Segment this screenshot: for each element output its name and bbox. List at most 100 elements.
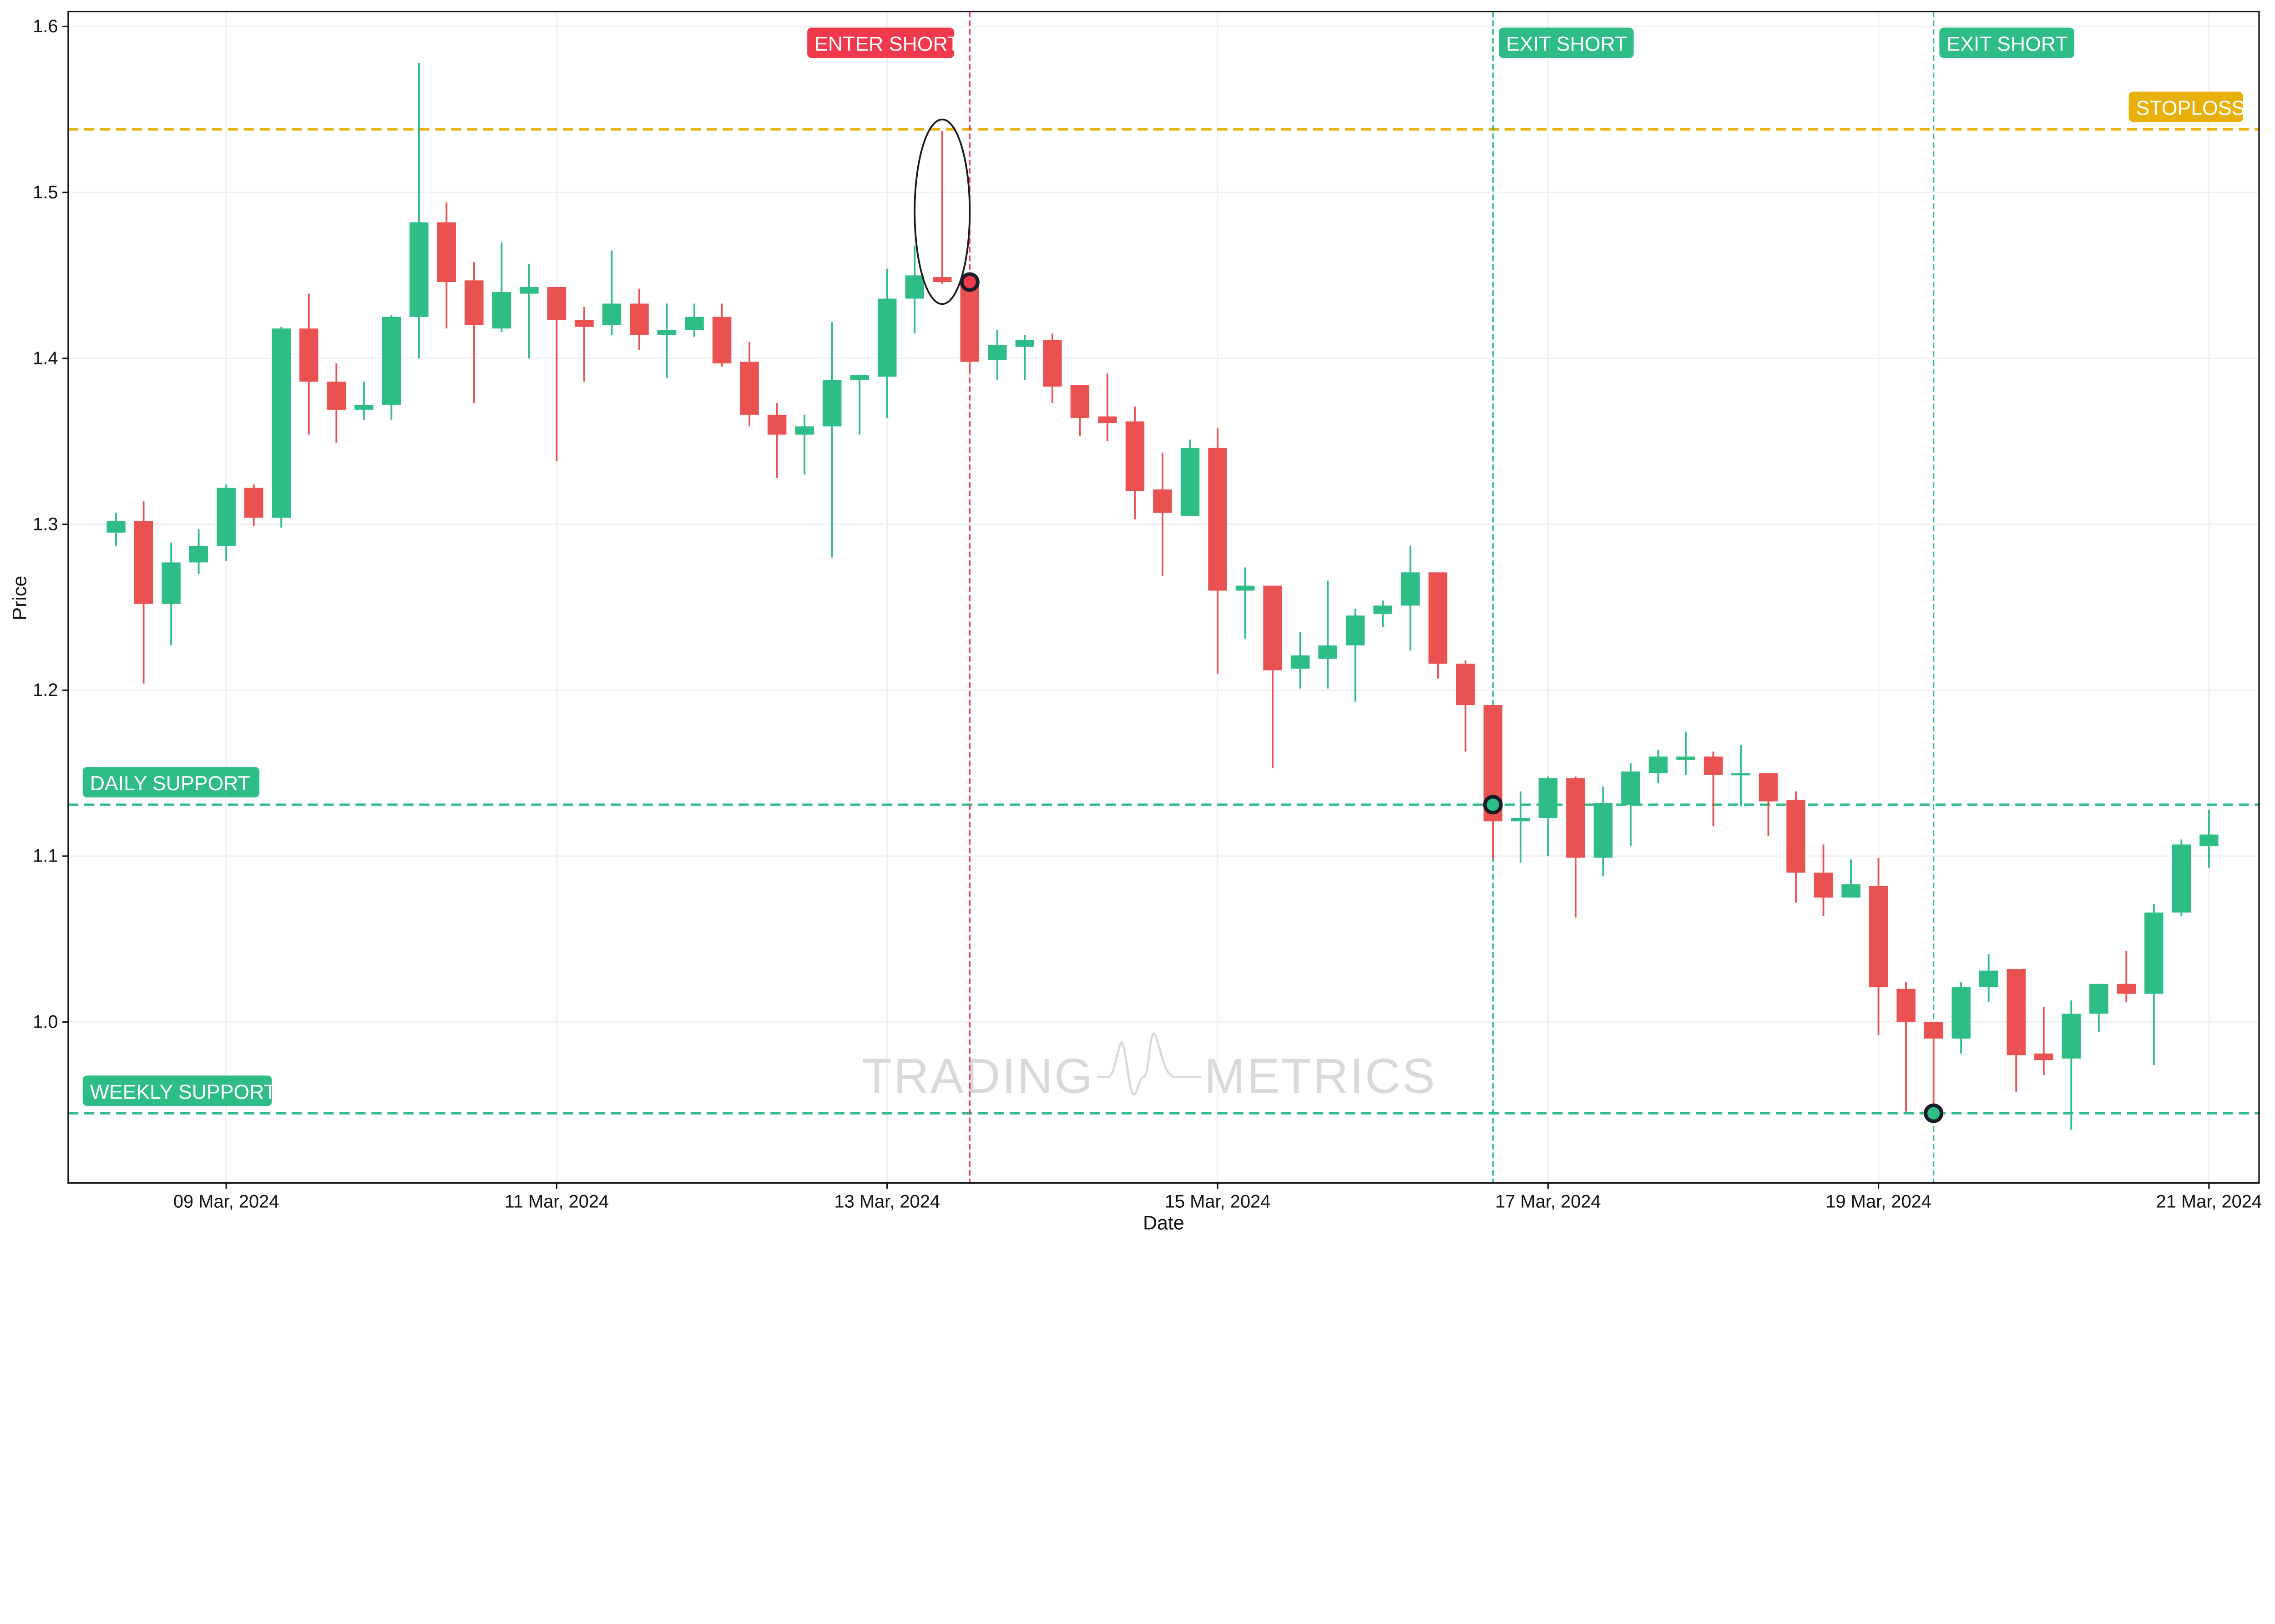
candle-body (1373, 605, 1392, 614)
candle-body (299, 328, 318, 382)
signal-label-box (1939, 27, 2074, 58)
candle-body (1979, 970, 1998, 988)
candle-body (795, 426, 814, 435)
hline-label: DAILY SUPPORT (90, 772, 250, 795)
candle-body (1648, 757, 1668, 773)
candle-body (354, 404, 374, 410)
candle-up (2062, 1000, 2081, 1130)
x-tick-label: 09 Mar, 2024 (173, 1192, 279, 1212)
x-tick-label: 13 Mar, 2024 (834, 1192, 940, 1212)
candle-body (933, 277, 952, 282)
candle-body (1759, 773, 1778, 802)
candle-body (2089, 983, 2108, 1014)
axes: 09 Mar, 2024 11 Mar, 2024 13 Mar, 2024 15 M… (33, 16, 2262, 1212)
candle-up (1180, 439, 1200, 516)
candle-body (189, 545, 208, 563)
candle-down (712, 303, 732, 367)
x-tick-label: 15 Mar, 2024 (1165, 1192, 1271, 1212)
candle-up (1731, 745, 1750, 807)
candle-up (2199, 809, 2219, 868)
x-tick-label: 19 Mar, 2024 (1825, 1192, 1931, 1212)
candle-body (1841, 884, 1860, 898)
candle-body (1786, 799, 1805, 873)
x-tick-label: 21 Mar, 2024 (2156, 1192, 2262, 1212)
candle-body (905, 275, 924, 299)
y-tick-label: 1.3 (33, 514, 58, 534)
candle-down (767, 403, 787, 478)
candle-body (575, 320, 594, 327)
candle-down (1098, 373, 1117, 442)
candle-down (134, 501, 153, 684)
candle-body (2199, 834, 2219, 847)
candle-up (1290, 632, 1310, 689)
signal-label: EXIT SHORT (1946, 33, 2068, 55)
candle-up (1345, 609, 1365, 702)
candle-body (1153, 489, 1172, 513)
candle-body (410, 222, 429, 317)
candle-down (1208, 428, 1227, 674)
annotations (914, 118, 1944, 1123)
x-tick-label: 11 Mar, 2024 (505, 1192, 609, 1212)
candle-body (1180, 448, 1200, 516)
candle-up (795, 414, 814, 475)
candle-down (1153, 453, 1172, 576)
candle-down (437, 202, 456, 329)
candle-up (1318, 580, 1337, 689)
candle-up (272, 327, 291, 528)
signal-marker (1924, 1103, 1944, 1123)
candle-body (2117, 983, 2136, 994)
signal-label-box (1499, 27, 1634, 58)
candle-body (1070, 385, 1090, 419)
x-tick-label: 17 Mar, 2024 (1495, 1192, 1601, 1212)
candle-body (1263, 585, 1282, 671)
candle-body (878, 298, 897, 377)
candle-up (1400, 545, 1420, 651)
candle-body (1318, 645, 1337, 659)
candle-body (1456, 663, 1475, 706)
candle-body (630, 303, 649, 335)
candle-down (1786, 791, 1805, 903)
candle-up (685, 303, 704, 337)
candle-body (1593, 803, 1613, 858)
candle-up (602, 250, 622, 335)
x-axis-label: Date (1143, 1212, 1184, 1234)
candle-up (1841, 859, 1860, 898)
candle-down (960, 282, 980, 373)
candle-up (988, 330, 1007, 380)
plot-frame (67, 10, 2260, 1184)
candlestick-chart: TRADING METRICS STOPLOSS DAILY SUPPORT WEE… (9, 10, 2262, 1234)
signal-label: EXIT SHORT (1506, 33, 1627, 55)
candle-down (547, 287, 566, 461)
candle-down (740, 342, 759, 427)
candle-up (1676, 731, 1695, 775)
candle-body (740, 362, 759, 415)
candle-body (217, 488, 236, 546)
watermark: TRADING METRICS (862, 1032, 1435, 1104)
candle-up (1511, 791, 1530, 863)
hline-label: WEEKLY SUPPORT (90, 1081, 276, 1103)
candle-down (1814, 844, 1833, 916)
candle-body (1951, 987, 1971, 1039)
signal-label-box (807, 27, 955, 58)
candle-down (1428, 572, 1447, 679)
candle-body (1869, 886, 1888, 988)
candle-body (657, 330, 677, 335)
candle-body (1731, 773, 1750, 776)
horizontal-lines: STOPLOSS DAILY SUPPORT WEEKLY SUPPORT (68, 91, 2259, 1115)
candle-body (106, 521, 126, 533)
candle-body (1125, 421, 1145, 491)
candle-up (1593, 786, 1613, 876)
candle-down (1043, 333, 1062, 403)
candle-body (960, 282, 980, 362)
candle-down (1566, 776, 1585, 918)
candle-body (382, 317, 401, 405)
candle-down (1070, 385, 1090, 437)
candle-up (1951, 982, 1971, 1054)
candle-body (2144, 912, 2164, 994)
candle-down (2117, 950, 2136, 1002)
y-tick-label: 1.0 (33, 1012, 58, 1032)
candle-body (1290, 655, 1310, 669)
candle-body (1098, 416, 1117, 424)
candle-body (1566, 778, 1585, 858)
candle-up (1015, 335, 1035, 380)
